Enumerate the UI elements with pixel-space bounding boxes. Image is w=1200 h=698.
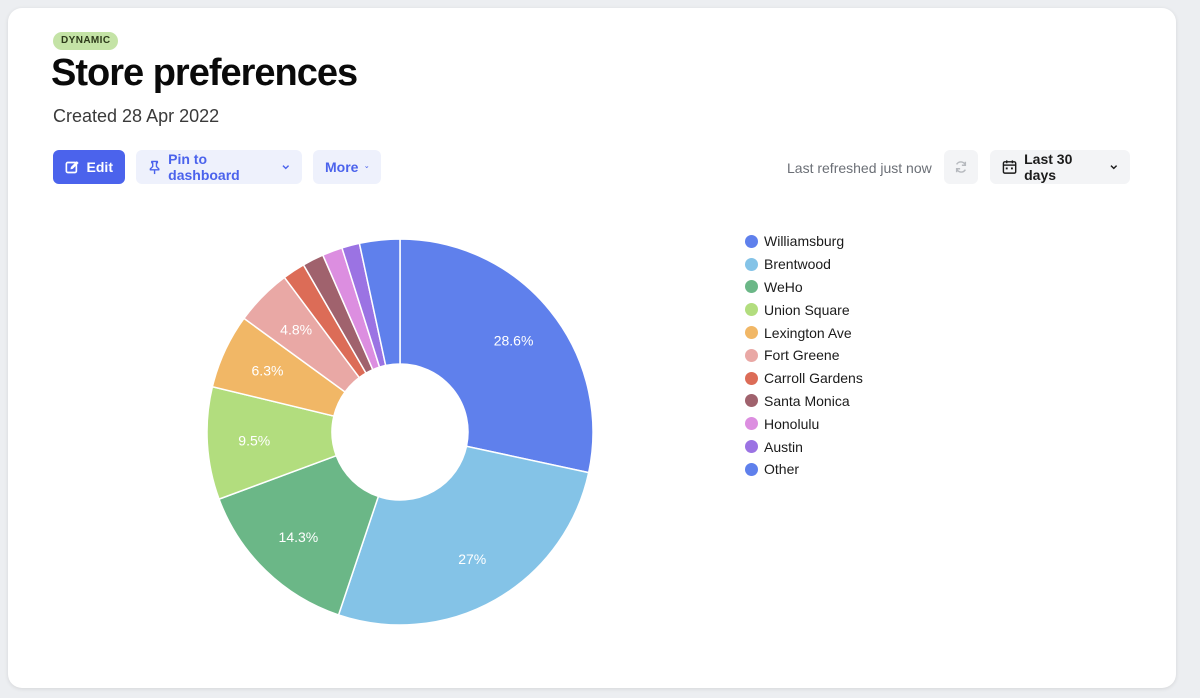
more-button[interactable]: More	[313, 150, 381, 184]
last-refreshed-text: Last refreshed just now	[787, 160, 932, 176]
chevron-down-icon	[282, 165, 290, 170]
legend-item[interactable]: Other	[745, 458, 863, 481]
legend-swatch	[745, 348, 758, 362]
legend-swatch	[745, 440, 758, 454]
legend-label: WeHo	[764, 278, 803, 295]
legend-item[interactable]: Union Square	[745, 298, 863, 321]
slice-label: 28.6%	[494, 332, 534, 348]
date-range-label: Last 30 days	[1024, 151, 1073, 183]
legend-item[interactable]: Carroll Gardens	[745, 367, 863, 390]
dynamic-badge: DYNAMIC	[53, 32, 119, 50]
legend-swatch	[745, 257, 758, 271]
legend-label: Brentwood	[764, 256, 831, 273]
legend-item[interactable]: Lexington Ave	[745, 321, 863, 344]
page-title: Store preferences	[51, 52, 358, 94]
legend-label: Carroll Gardens	[764, 370, 863, 387]
legend-swatch	[745, 417, 758, 431]
slice-label: 6.3%	[252, 363, 284, 379]
legend-item[interactable]: Santa Monica	[745, 390, 863, 413]
pin-icon	[149, 160, 160, 174]
legend-label: Williamsburg	[764, 233, 845, 250]
edit-button[interactable]: Edit	[53, 150, 125, 184]
edit-icon	[65, 160, 79, 173]
legend-swatch	[745, 303, 758, 317]
edit-button-label: Edit	[86, 159, 113, 175]
legend-item[interactable]: Williamsburg	[745, 230, 863, 253]
slice-label: 14.3%	[279, 529, 319, 545]
created-date: Created 28 Apr 2022	[53, 106, 220, 126]
slice-brentwood[interactable]	[337, 445, 590, 626]
legend-swatch	[745, 326, 758, 340]
legend-swatch	[745, 234, 758, 248]
date-range-button[interactable]: Last 30 days	[990, 150, 1130, 184]
slice-other[interactable]	[358, 238, 401, 367]
legend-swatch	[745, 462, 758, 476]
calendar-icon	[1002, 160, 1017, 174]
legend-label: Austin	[764, 438, 803, 455]
chevron-down-icon	[365, 166, 369, 169]
pin-to-dashboard-button[interactable]: Pin to dashboard	[136, 150, 302, 184]
more-button-label: More	[325, 159, 359, 175]
legend-item[interactable]: Austin	[745, 435, 863, 458]
legend-item[interactable]: Fort Greene	[745, 344, 863, 367]
legend-label: Union Square	[764, 301, 850, 318]
report-card	[8, 8, 1176, 688]
legend-label: Santa Monica	[764, 392, 850, 409]
slice-weho[interactable]	[218, 454, 380, 616]
legend-label: Other	[764, 461, 800, 478]
pin-button-label: Pin to dashboard	[168, 151, 240, 183]
slice-label: 27%	[458, 551, 486, 567]
slice-label: 9.5%	[238, 433, 270, 449]
chevron-down-icon	[1110, 165, 1118, 170]
legend-swatch	[745, 394, 758, 408]
refresh-icon	[955, 161, 967, 173]
legend-label: Honolulu	[764, 415, 820, 432]
chart-legend: Williamsburg Brentwood WeHo Union Square Lex…	[745, 230, 863, 481]
legend-swatch	[745, 371, 758, 385]
legend-swatch	[745, 280, 758, 294]
legend-item[interactable]: Brentwood	[745, 253, 863, 276]
slice-williamsburg[interactable]	[399, 238, 594, 474]
slice-label: 4.8%	[280, 321, 312, 337]
legend-item[interactable]: Honolulu	[745, 412, 863, 435]
refresh-button[interactable]	[944, 150, 978, 184]
legend-item[interactable]: WeHo	[745, 276, 863, 299]
legend-label: Lexington Ave	[764, 324, 852, 341]
legend-label: Fort Greene	[764, 347, 840, 364]
